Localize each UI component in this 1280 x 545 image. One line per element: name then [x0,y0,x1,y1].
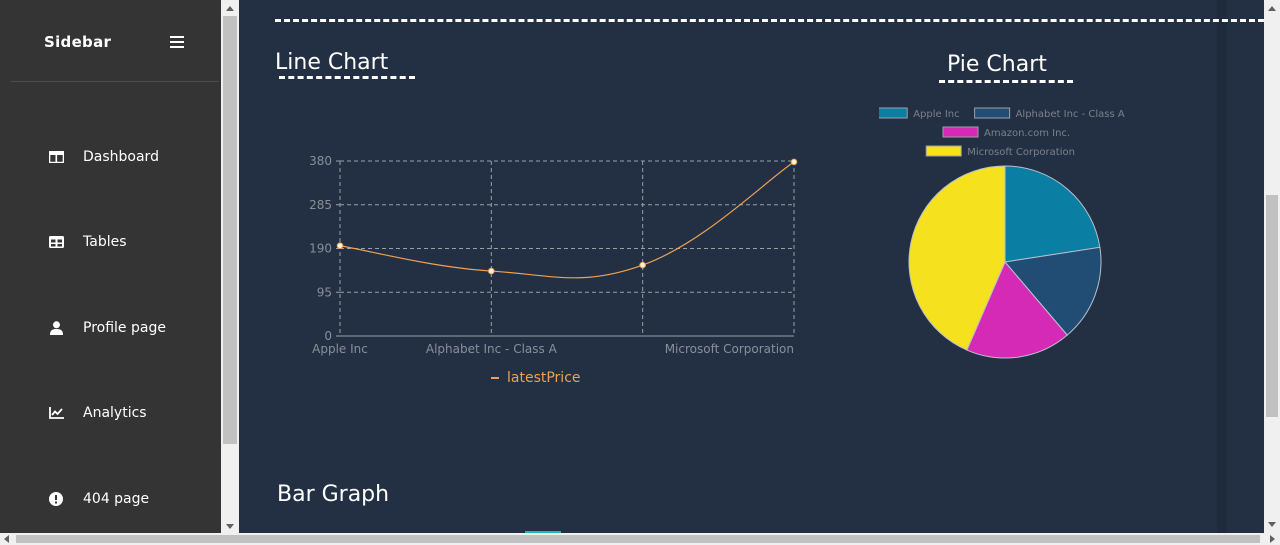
x-tick-label: Microsoft Corporation [665,342,794,356]
scroll-up-arrow-icon[interactable] [226,6,234,11]
scrollbar-thumb[interactable] [1266,195,1278,417]
legend-label[interactable]: Microsoft Corporation [967,147,1075,158]
data-point[interactable] [790,158,798,166]
legend-swatch[interactable] [942,126,979,138]
sidebar-item-404[interactable]: 404 page [0,479,221,519]
scroll-right-arrow-icon[interactable] [1270,535,1275,543]
sidebar-title: Sidebar [44,33,112,51]
y-tick-label: 380 [309,154,332,168]
sidebar-item-label: Dashboard [83,149,159,165]
pie-chart-heading: Pie Chart [947,52,1047,77]
bar-graph-bar [525,531,561,533]
pie-slice[interactable] [908,165,1006,351]
line-chart: 0 95 190 285 380 Apple Inc Alphabet Inc - Clas… [309,154,798,356]
sidebar-item-label: Profile page [83,320,166,336]
dashed-divider [275,19,1264,22]
y-tick-label: 0 [324,329,332,343]
pie-chart: Apple Inc Alphabet Inc - Class A Amazon.co… [879,107,1125,359]
menu-icon[interactable] [170,36,184,48]
line-chart-legend[interactable]: latestPrice [491,370,581,386]
scroll-left-arrow-icon[interactable] [4,535,9,543]
legend-swatch[interactable] [879,107,908,119]
pie-slice[interactable] [966,261,1068,359]
user-icon [48,320,64,336]
sidebar-item-label: 404 page [83,491,150,507]
table-icon [48,234,64,250]
data-point[interactable] [336,242,344,250]
exclamation-circle-icon [48,491,64,507]
sidebar-item-profile[interactable]: Profile page [0,308,221,348]
data-point[interactable] [639,261,646,269]
legend-swatch[interactable] [974,107,1011,119]
scroll-up-arrow-icon[interactable] [1268,6,1276,11]
legend-label[interactable]: Apple Inc [913,109,959,120]
sidebar-item-label: Tables [83,234,127,250]
legend-marker [491,377,499,379]
sidebar-item-tables[interactable]: Tables [0,222,221,262]
sidebar-item-dashboard[interactable]: Dashboard [0,137,221,177]
line-chart-heading: Line Chart [275,50,389,75]
chart-line-icon [48,405,64,421]
legend-label[interactable]: Alphabet Inc - Class A [1016,109,1125,120]
content-edge [1217,0,1227,533]
heading-underline [279,76,415,79]
legend-swatch[interactable] [925,145,962,157]
sidebar-header: Sidebar [10,0,219,82]
sidebar-item-label: Analytics [83,405,147,421]
legend-label[interactable]: Amazon.com Inc. [984,128,1070,139]
legend-label: latestPrice [507,370,581,386]
sidebar-item-analytics[interactable]: Analytics [0,393,221,433]
pie-slice[interactable] [1004,246,1102,336]
data-point[interactable] [488,267,495,275]
x-tick-label: Apple Inc [312,342,368,356]
scroll-down-arrow-icon[interactable] [226,524,234,529]
scroll-down-arrow-icon[interactable] [1268,522,1276,527]
scrollbar-thumb[interactable] [223,16,237,444]
y-tick-label: 285 [309,198,332,212]
x-tick-label: Alphabet Inc - Class A [426,342,558,356]
pie-slice[interactable] [1004,165,1101,263]
dashboard-icon [48,149,64,165]
main-content: Line Chart Pie Chart 0 95 190 285 380 Apple I… [239,0,1264,533]
sidebar-scrollbar[interactable] [221,0,239,533]
bar-graph-heading: Bar Graph [277,482,390,507]
horizontal-scrollbar[interactable] [0,533,1280,545]
page-scrollbar[interactable] [1264,0,1280,533]
heading-underline [939,80,1073,83]
y-tick-label: 95 [317,285,332,299]
sidebar: Sidebar Dashboard Tables Profile page An… [0,0,221,545]
scrollbar-thumb[interactable] [16,535,1260,543]
y-tick-label: 190 [309,242,332,256]
series-line-latestprice [339,161,795,279]
